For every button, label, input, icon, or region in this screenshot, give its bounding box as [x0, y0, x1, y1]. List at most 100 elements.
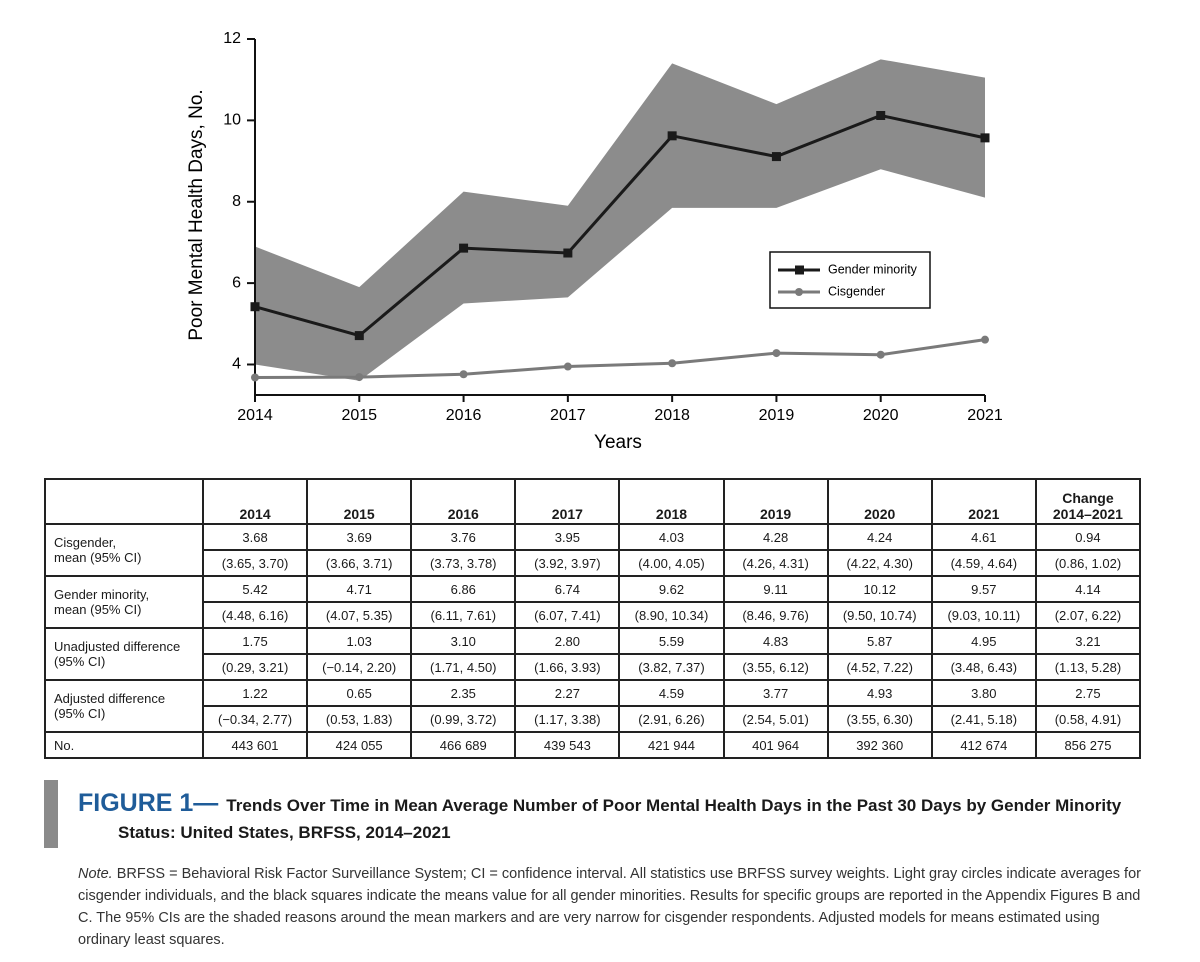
cell: (3.48, 6.43) — [930, 653, 1037, 681]
cell: (4.48, 6.16) — [201, 601, 309, 629]
header-cell: 2019 — [722, 478, 829, 525]
cell: (3.82, 7.37) — [618, 653, 725, 681]
series-line — [254, 113, 986, 338]
mean-row: Adjusted difference (95% CI) 1.22 0.65 2.35… — [44, 679, 1142, 733]
header-cell: 2014 — [201, 478, 309, 525]
row-label: Unadjusted difference (95% CI) — [44, 627, 204, 681]
cell: (3.73, 3.78) — [410, 549, 517, 577]
cell: (4.52, 7.22) — [826, 653, 933, 681]
ci-band — [255, 59, 985, 381]
cell: (4.26, 4.31) — [722, 549, 829, 577]
cell: 1.75 — [201, 627, 309, 655]
cell: (2.07, 6.22) — [1034, 601, 1142, 629]
cell: 439 543 — [514, 731, 621, 759]
point — [563, 362, 572, 371]
cell: 4.95 — [930, 627, 1037, 655]
ci-row: (−0.34, 2.77) (0.53, 1.83) (0.99, 3.72) (1.… — [45, 705, 1142, 733]
point — [354, 331, 364, 341]
y-tick-label: 12 — [223, 30, 241, 47]
point — [459, 370, 468, 379]
y-tick-label: 8 — [232, 193, 241, 210]
cell: (8.90, 10.34) — [618, 601, 725, 629]
cell: 0.94 — [1034, 523, 1142, 551]
point — [876, 110, 886, 120]
point — [771, 152, 781, 162]
row-label: No. — [44, 731, 204, 759]
cell: 424 055 — [306, 731, 413, 759]
legend-box — [769, 251, 931, 309]
x-axis-label: Years — [594, 432, 642, 453]
point — [563, 248, 573, 258]
point — [250, 302, 260, 312]
cell: 5.87 — [826, 627, 933, 655]
cell: 3.76 — [410, 523, 517, 551]
cell: (0.86, 1.02) — [1034, 549, 1142, 577]
point — [251, 373, 259, 382]
cell: (3.55, 6.12) — [722, 653, 829, 681]
cell: 3.95 — [514, 523, 621, 551]
cell: (0.99, 3.72) — [410, 705, 517, 733]
cell: (2.54, 5.01) — [722, 705, 829, 733]
x-tick-label: 2016 — [446, 407, 482, 424]
cell: 392 360 — [826, 731, 933, 759]
cell: 0.65 — [306, 679, 413, 707]
x-tick-label: 2020 — [863, 407, 899, 424]
cell: 1.22 — [201, 679, 309, 707]
cell: 412 674 — [930, 731, 1037, 759]
ci-row: (0.29, 3.21) (−0.14, 2.20) (1.71, 4.50) (1.… — [45, 653, 1142, 681]
legend-marker — [795, 265, 804, 275]
cell: (0.29, 3.21) — [201, 653, 309, 681]
cell: 2.75 — [1034, 679, 1142, 707]
cell: (1.17, 3.38) — [514, 705, 621, 733]
cell: (4.07, 5.35) — [306, 601, 413, 629]
cell: 3.21 — [1034, 627, 1142, 655]
ci-row: (3.65, 3.70) (3.66, 3.71) (3.73, 3.78) (3.9… — [45, 549, 1142, 577]
cell: 6.86 — [410, 575, 517, 603]
cell: 4.59 — [618, 679, 725, 707]
row-label: Cisgender, mean (95% CI) — [44, 523, 204, 577]
cell: (2.41, 5.18) — [930, 705, 1037, 733]
legend-label: Gender minority — [828, 262, 918, 276]
point — [668, 359, 677, 368]
row-label: Adjusted difference (95% CI) — [44, 679, 204, 733]
cell: (4.22, 4.30) — [826, 549, 933, 577]
cell: (1.66, 3.93) — [514, 653, 621, 681]
point — [876, 350, 885, 359]
note-text: BRFSS = Behavioral Risk Factor Surveilla… — [78, 866, 1141, 948]
y-axis-label: Poor Mental Health Days, No. — [186, 89, 207, 340]
cell: (3.66, 3.71) — [306, 549, 413, 577]
cell: 401 964 — [722, 731, 829, 759]
header-cell: Change 2014–2021 — [1034, 478, 1142, 525]
cell: 10.12 — [826, 575, 933, 603]
mean-row: Unadjusted difference (95% CI) 1.75 1.03 3.… — [44, 627, 1142, 681]
cell: 4.24 — [826, 523, 933, 551]
series-line — [254, 338, 986, 380]
cell: (4.59, 4.64) — [930, 549, 1037, 577]
cell: (0.53, 1.83) — [306, 705, 413, 733]
cell: 421 944 — [618, 731, 725, 759]
header-row: 2014 2015 2016 2017 2018 2019 2020 2021 Change 2… — [44, 478, 1142, 525]
y-tick-label: 4 — [232, 356, 241, 373]
x-tick-label: 2014 — [237, 407, 273, 424]
cell: 4.28 — [722, 523, 829, 551]
cell: (3.65, 3.70) — [201, 549, 309, 577]
cell: 4.93 — [826, 679, 933, 707]
x-tick-label: 2018 — [654, 407, 690, 424]
x-tick-label: 2019 — [759, 407, 795, 424]
point — [772, 349, 781, 358]
cell: 5.42 — [201, 575, 309, 603]
cell: (6.07, 7.41) — [514, 601, 621, 629]
cell: 3.10 — [410, 627, 517, 655]
cell: 5.59 — [618, 627, 725, 655]
header-cell: 2018 — [618, 478, 725, 525]
cell: (4.00, 4.05) — [618, 549, 725, 577]
cell: 856 275 — [1034, 731, 1142, 759]
figure-label: FIGURE 1— — [78, 789, 219, 817]
y-tick-label: 6 — [232, 274, 241, 291]
cell: 9.11 — [722, 575, 829, 603]
cell: 3.68 — [201, 523, 309, 551]
point — [355, 373, 364, 382]
cell: 2.80 — [514, 627, 621, 655]
header-cell — [44, 478, 204, 525]
